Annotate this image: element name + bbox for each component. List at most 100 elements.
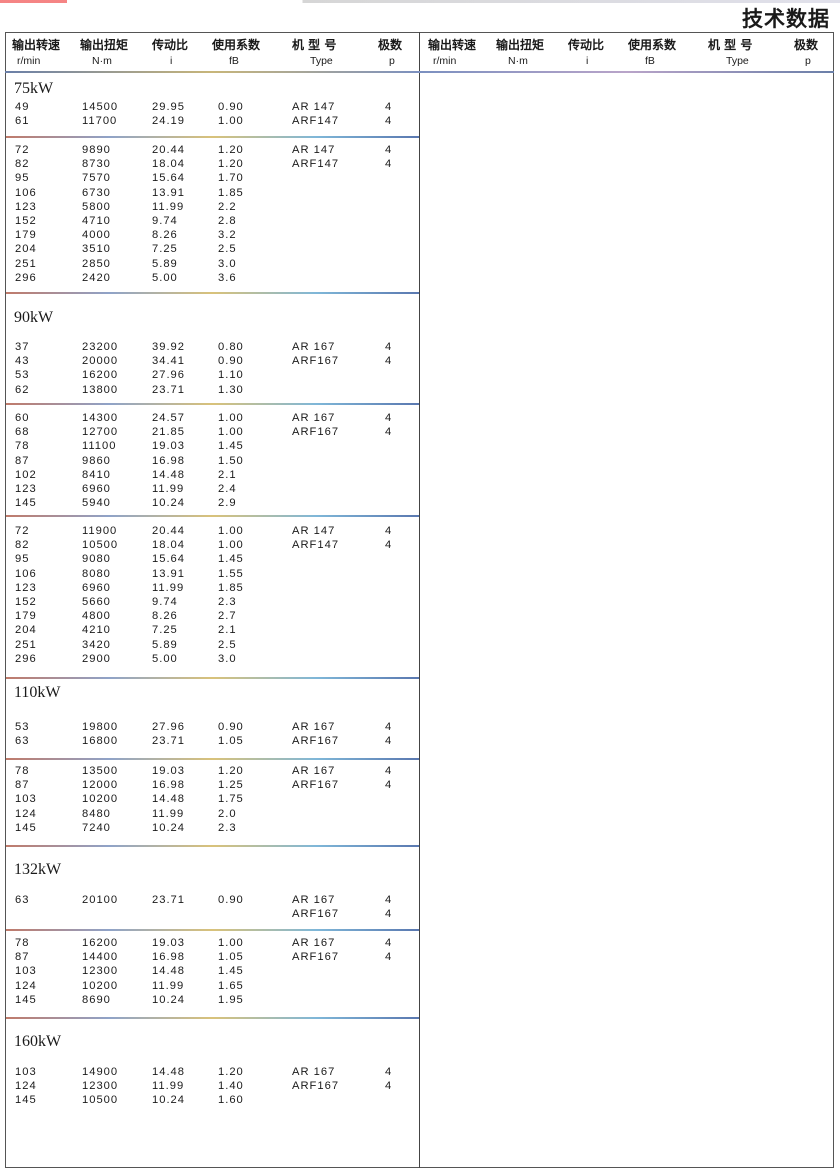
cell-ratio: 7.25 — [152, 624, 178, 637]
header-speed-label: 输出转速 — [428, 38, 477, 52]
header-speed-label: 输出转速 — [12, 38, 61, 52]
header-torque-label: 输出扭矩 — [496, 38, 545, 52]
cell-ratio: 11.99 — [152, 200, 185, 213]
cell-torque: 12300 — [82, 965, 119, 978]
table-row: 72 11900 20.44 1.00 AR 147 4 — [0, 524, 419, 538]
cell-ratio: 5.89 — [152, 638, 178, 651]
cell-service-factor: 3.2 — [218, 229, 237, 242]
cell-torque: 3420 — [82, 638, 111, 651]
table-row: 72 9890 20.44 1.20 AR 147 4 — [0, 143, 419, 157]
header-type-unit: Type — [310, 55, 333, 67]
cell-speed: 106 — [15, 186, 37, 199]
cell-poles: 4 — [385, 908, 393, 921]
cell-service-factor: 1.20 — [218, 765, 244, 777]
cell-service-factor: 2.1 — [218, 468, 237, 481]
cell-torque: 12000 — [82, 779, 119, 792]
group-separator — [6, 403, 419, 405]
cell-torque: 13800 — [82, 383, 119, 396]
header-divider — [5, 71, 834, 73]
cell-service-factor: 3.6 — [218, 271, 237, 284]
cell-ratio: 27.96 — [152, 369, 185, 382]
table-row: 49 14500 29.95 0.90 AR 147 4 — [0, 100, 419, 114]
cell-type: ARF167 — [292, 1080, 340, 1093]
cell-service-factor: 2.3 — [218, 821, 237, 834]
cell-service-factor: 1.75 — [218, 793, 244, 806]
cell-torque: 12300 — [82, 1080, 119, 1093]
cell-service-factor: 1.45 — [218, 965, 244, 978]
cell-type: ARF167 — [292, 779, 340, 792]
cell-poles: 4 — [385, 765, 393, 777]
cell-speed: 204 — [15, 624, 37, 637]
cell-service-factor: 3.0 — [218, 652, 237, 665]
cell-torque: 16200 — [82, 369, 119, 382]
header-service-factor-unit: fB — [229, 55, 239, 67]
cell-type: ARF167 — [292, 426, 340, 439]
table-row: 60 14300 24.57 1.00 AR 167 4 — [0, 411, 419, 425]
group-separator — [6, 845, 419, 847]
cell-service-factor: 2.9 — [218, 497, 237, 510]
cell-ratio: 27.96 — [152, 721, 185, 733]
cell-type: ARF147 — [292, 158, 340, 171]
table-row: 152 4710 9.74 2.8 — [0, 214, 419, 228]
cell-type: ARF167 — [292, 908, 340, 921]
cell-torque: 13500 — [82, 765, 119, 777]
cell-service-factor: 2.3 — [218, 596, 237, 608]
header-ratio-label: 传动比 — [152, 38, 189, 52]
cell-ratio: 16.98 — [152, 454, 185, 467]
header-torque-unit: N·m — [92, 55, 112, 67]
cell-type: AR 167 — [292, 765, 336, 777]
cell-speed: 145 — [15, 993, 37, 1006]
cell-poles: 4 — [385, 779, 393, 792]
cell-speed: 251 — [15, 638, 37, 651]
cell-torque: 9860 — [82, 454, 111, 467]
cell-poles: 4 — [385, 144, 393, 156]
cell-torque: 16200 — [82, 937, 119, 949]
cell-torque: 16800 — [82, 735, 119, 748]
cell-service-factor: 0.90 — [218, 101, 244, 113]
cell-speed: 63 — [15, 894, 30, 906]
table-row: 103 10200 14.48 1.75 — [0, 792, 419, 806]
cell-service-factor: 1.70 — [218, 172, 244, 185]
cell-ratio: 15.64 — [152, 553, 185, 566]
cell-ratio: 21.85 — [152, 426, 185, 439]
cell-service-factor: 3.0 — [218, 257, 237, 270]
cell-service-factor: 2.5 — [218, 243, 237, 256]
cell-ratio: 11.99 — [152, 581, 185, 594]
table-row: 82 8730 18.04 1.20 ARF147 4 — [0, 157, 419, 171]
cell-torque: 11100 — [82, 440, 117, 453]
cell-speed: 152 — [15, 596, 37, 608]
table-row: 102 8410 14.48 2.1 — [0, 468, 419, 482]
table-row: 296 2900 5.00 3.0 — [0, 652, 419, 666]
cell-speed: 78 — [15, 440, 30, 453]
cell-service-factor: 1.45 — [218, 440, 244, 453]
cell-speed: 123 — [15, 581, 37, 594]
cell-ratio: 10.24 — [152, 821, 185, 834]
cell-service-factor: 1.40 — [218, 1080, 244, 1093]
cell-speed: 123 — [15, 200, 37, 213]
cell-service-factor: 2.4 — [218, 483, 237, 495]
cell-speed: 37 — [15, 341, 30, 353]
table-row: 106 6730 13.91 1.85 — [0, 186, 419, 200]
cell-ratio: 18.04 — [152, 158, 185, 171]
cell-torque: 6960 — [82, 483, 111, 495]
cell-speed: 87 — [15, 779, 30, 792]
table-row: 124 8480 11.99 2.0 — [0, 807, 419, 821]
top-decorative-rule — [0, 0, 840, 3]
header-torque-label: 输出扭矩 — [80, 38, 129, 52]
cell-ratio: 10.24 — [152, 993, 185, 1006]
cell-speed: 124 — [15, 1080, 37, 1093]
header-poles-unit: p — [389, 55, 395, 67]
table-row: 62 13800 23.71 1.30 — [0, 383, 419, 397]
cell-service-factor: 1.00 — [218, 539, 244, 552]
cell-poles: 4 — [385, 721, 393, 733]
cell-type: AR 167 — [292, 341, 336, 353]
power-section-title: 75kW — [14, 80, 54, 97]
cell-type: ARF167 — [292, 735, 340, 748]
cell-ratio: 16.98 — [152, 951, 185, 964]
cell-speed: 82 — [15, 158, 30, 171]
cell-poles: 4 — [385, 341, 393, 353]
cell-ratio: 23.71 — [152, 894, 185, 906]
cell-speed: 102 — [15, 468, 37, 481]
cell-speed: 123 — [15, 483, 37, 495]
table-row: 179 4000 8.26 3.2 — [0, 228, 419, 242]
